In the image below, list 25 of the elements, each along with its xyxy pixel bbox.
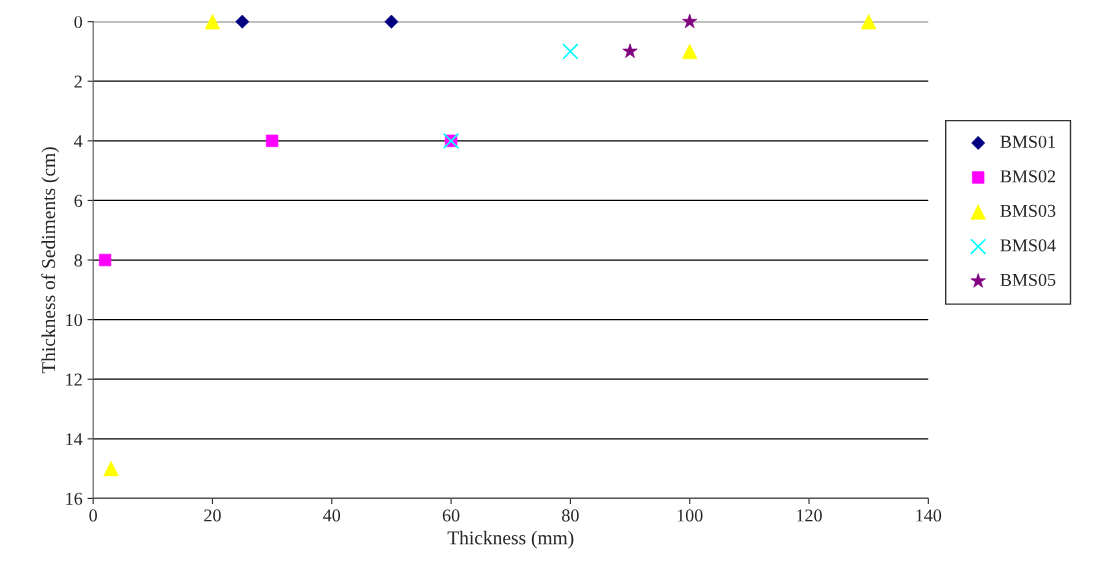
y-tick-label: 12	[66, 373, 82, 386]
x-tick-label: 40	[323, 509, 341, 522]
legend-label: BMS05	[1000, 273, 1056, 287]
legend-label: BMS02	[1000, 170, 1056, 183]
y-tick-label: 8	[74, 254, 83, 267]
point	[562, 43, 579, 60]
legend-label: BMS04	[1000, 239, 1056, 252]
y-tick-label: 6	[74, 194, 83, 207]
legend-label: BMS03	[1000, 204, 1056, 217]
x-axis-title: Thickness (mm)	[447, 530, 574, 549]
y-tick-label: 14	[66, 433, 83, 446]
x-tick-label: 80	[562, 509, 579, 522]
x-tick-label: 20	[204, 509, 221, 522]
y-tick-label: 10	[66, 313, 83, 327]
y-axis-title: Thickness of Sediments (cm)	[41, 147, 60, 374]
x-tick-label: 60	[442, 509, 460, 522]
x-tick-label: 100	[677, 509, 703, 522]
y-tick-label: 2	[74, 75, 82, 88]
y-tick-label: 0	[74, 15, 83, 29]
x-tick-label: 140	[916, 509, 942, 522]
x-tick-label: 0	[89, 509, 97, 522]
legend-label: BMS01	[1000, 135, 1055, 148]
x-tick-label: 120	[797, 509, 822, 522]
y-tick-label: 4	[74, 135, 83, 148]
y-tick-label: 16	[66, 492, 83, 505]
